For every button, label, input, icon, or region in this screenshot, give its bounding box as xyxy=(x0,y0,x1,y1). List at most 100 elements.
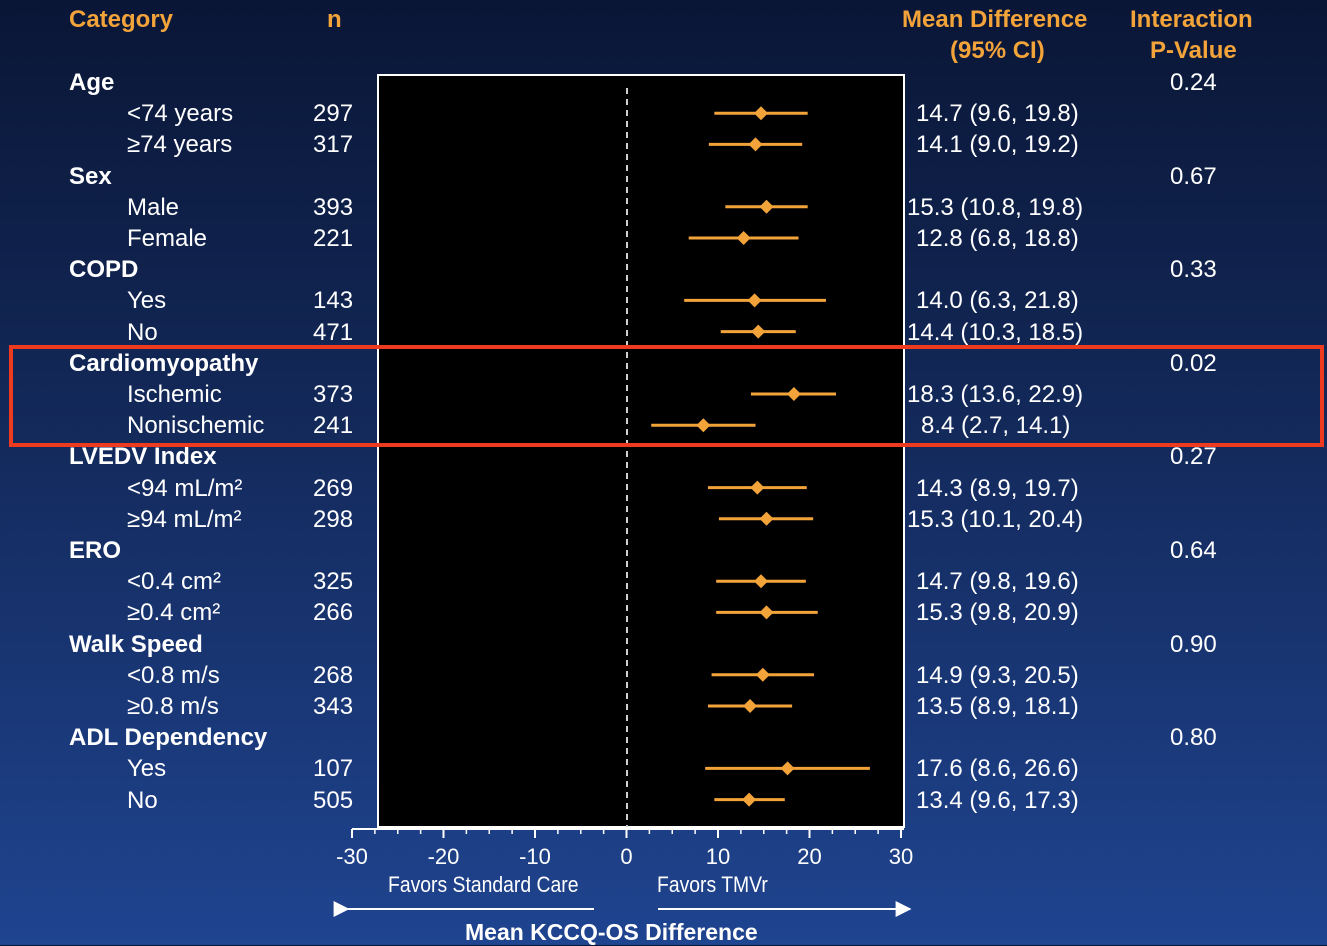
p-value: 0.64 xyxy=(1170,537,1217,564)
ci-text: 14.3 (8.9, 19.7) xyxy=(916,474,1079,502)
estimate-marker xyxy=(780,761,795,776)
ci-text: 18.3 (13.6, 22.9) xyxy=(907,381,1084,408)
ci-text: 8.4 (2.7, 14.1) xyxy=(921,412,1071,440)
subgroup-label: Ischemic xyxy=(127,381,222,408)
favors-standard-care-label: Favors Standard Care xyxy=(388,872,579,897)
estimate-marker xyxy=(743,699,758,713)
n-value: 266 xyxy=(313,599,354,627)
p-value: 0.33 xyxy=(1170,256,1217,284)
x-tick-label: -10 xyxy=(519,844,551,869)
x-tick-label: 0 xyxy=(620,844,632,869)
estimate-marker xyxy=(754,574,769,589)
p-value: 0.02 xyxy=(1170,349,1217,377)
header-mean-difference: Mean Difference xyxy=(902,6,1088,33)
estimate-marker xyxy=(759,605,774,620)
n-value: 107 xyxy=(313,755,354,783)
x-tick-label: 10 xyxy=(706,844,730,869)
ci-text: 14.0 (6.3, 21.8) xyxy=(916,287,1079,315)
ci-text: 14.1 (9.0, 19.2) xyxy=(916,131,1079,159)
ci-text: 15.3 (9.8, 20.9) xyxy=(916,599,1079,627)
header-p-value: P-Value xyxy=(1150,37,1237,64)
p-value: 0.27 xyxy=(1170,443,1217,471)
n-value: 343 xyxy=(313,693,354,720)
n-value: 298 xyxy=(313,505,354,533)
subgroup-label: ≥0.8 m/s xyxy=(127,693,219,720)
subgroup-label: No xyxy=(127,786,158,814)
estimate-marker xyxy=(750,480,765,495)
estimate-marker xyxy=(754,106,769,121)
subgroup-label: <94 mL/m² xyxy=(127,474,243,502)
forest-rows xyxy=(651,106,870,807)
ci-text: 14.7 (9.8, 19.6) xyxy=(916,568,1079,596)
p-value: 0.90 xyxy=(1170,630,1217,658)
category-label: Age xyxy=(69,69,115,96)
estimate-marker xyxy=(748,137,763,152)
cardiomyopathy-highlight-box xyxy=(9,345,1324,447)
estimate-marker xyxy=(696,418,711,433)
x-axis-title: Mean KCCQ-OS Difference xyxy=(465,919,758,945)
n-value: 241 xyxy=(313,412,354,440)
ci-text: 15.3 (10.1, 20.4) xyxy=(907,505,1084,533)
plot-panel xyxy=(377,74,905,828)
subgroup-label: Yes xyxy=(127,755,167,783)
category-label: Sex xyxy=(69,162,112,190)
estimate-marker xyxy=(759,511,774,526)
subgroup-label: Male xyxy=(127,193,180,221)
x-tick-label: -30 xyxy=(336,844,368,869)
estimate-marker xyxy=(747,293,762,308)
category-label: LVEDV Index xyxy=(69,443,217,471)
n-value: 471 xyxy=(313,318,354,346)
category-label: ADL Dependency xyxy=(69,724,268,752)
category-label: ERO xyxy=(69,537,122,564)
estimate-marker xyxy=(755,667,770,682)
header-ci: (95% CI) xyxy=(950,37,1045,64)
ci-text: 12.8 (6.8, 18.8) xyxy=(916,225,1079,252)
n-value: 373 xyxy=(313,381,354,408)
subgroup-label: ≥94 mL/m² xyxy=(127,505,242,533)
subgroup-label: Female xyxy=(127,225,208,252)
favors-tmvr-label: Favors TMVr xyxy=(657,872,768,897)
estimate-marker xyxy=(786,387,801,401)
ci-text: 14.9 (9.3, 20.5) xyxy=(916,661,1079,689)
x-axis-ticks: -30 -20 -10 0 10 20 30 xyxy=(336,829,913,869)
estimate-marker xyxy=(759,199,774,214)
n-value: 317 xyxy=(313,131,354,159)
category-label: COPD xyxy=(69,256,139,284)
header-interaction: Interaction xyxy=(1130,6,1253,33)
x-tick-label: 20 xyxy=(797,844,821,869)
n-value: 143 xyxy=(313,287,354,315)
subgroup-label: <0.4 cm² xyxy=(127,568,222,596)
subgroup-label: <0.8 m/s xyxy=(127,661,220,689)
n-value: 325 xyxy=(313,568,354,596)
n-value: 268 xyxy=(313,661,354,689)
ci-text: 17.6 (8.6, 26.6) xyxy=(916,755,1079,783)
p-value: 0.80 xyxy=(1170,724,1217,752)
header-n: n xyxy=(327,6,342,33)
estimate-marker xyxy=(736,231,751,245)
n-value: 269 xyxy=(313,474,354,502)
subgroup-label: ≥0.4 cm² xyxy=(127,599,221,627)
ci-text: 14.7 (9.6, 19.8) xyxy=(916,100,1079,128)
subgroup-label: ≥74 years xyxy=(127,131,233,159)
estimate-marker xyxy=(742,792,757,807)
ci-text: 13.5 (8.9, 18.1) xyxy=(916,693,1079,720)
subgroup-label: Yes xyxy=(127,287,167,315)
estimate-marker xyxy=(751,324,766,339)
n-value: 505 xyxy=(313,786,354,814)
subgroup-label: No xyxy=(127,318,158,346)
ci-text: 13.4 (9.6, 17.3) xyxy=(916,786,1079,814)
n-value: 221 xyxy=(313,225,354,252)
n-value: 297 xyxy=(313,100,354,128)
n-value: 393 xyxy=(313,193,354,221)
header-category: Category xyxy=(69,6,174,33)
category-label: Cardiomyopathy xyxy=(69,349,259,377)
subgroup-label: <74 years xyxy=(127,100,234,128)
subgroup-label: Nonischemic xyxy=(127,412,265,440)
ci-text: 14.4 (10.3, 18.5) xyxy=(907,318,1084,346)
p-value: 0.24 xyxy=(1170,69,1217,96)
x-tick-label: 30 xyxy=(889,844,913,869)
p-value: 0.67 xyxy=(1170,162,1217,190)
category-label: Walk Speed xyxy=(69,630,203,658)
ci-text: 15.3 (10.8, 19.8) xyxy=(907,193,1084,221)
